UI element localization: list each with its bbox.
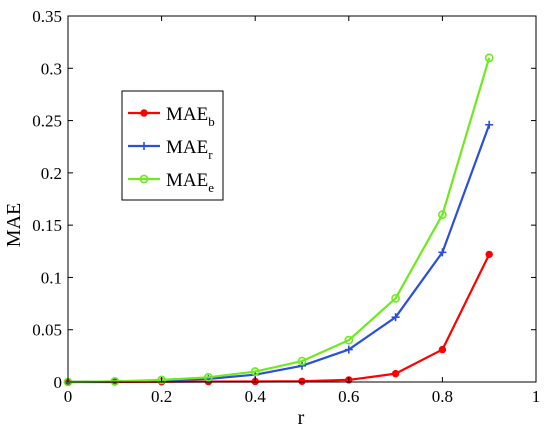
x-tick-label: 1 — [532, 387, 541, 406]
legend-swatch-marker — [140, 142, 148, 150]
y-tick-label: 0.35 — [32, 7, 62, 26]
x-tick-label: 0.4 — [245, 387, 267, 406]
ticks-layer: 0 0.2 0.4 0.6 0.8 1 0 0.05 0.1 0.15 0.2 0.25 0.3 0.35 — [32, 7, 540, 406]
data-point-r — [485, 120, 494, 129]
axes-frame — [67, 15, 537, 383]
data-point-e — [391, 293, 400, 303]
series-e — [63, 53, 494, 387]
x-axis-label: r — [298, 407, 305, 429]
data-point-b — [485, 250, 493, 259]
data-point-e — [203, 372, 213, 382]
data-point-r — [391, 313, 400, 322]
y-tick-label: 0.2 — [41, 164, 62, 183]
data-point-r — [344, 345, 353, 354]
data-point-e — [344, 335, 354, 345]
y-tick-label: 0.15 — [32, 216, 62, 235]
data-point-e — [297, 356, 307, 366]
x-tick-label: 0.2 — [151, 387, 172, 406]
data-point-e — [484, 53, 494, 63]
legend-label: MAEr — [166, 137, 213, 162]
x-tick-label: 0.6 — [338, 387, 359, 406]
legend-label-subscript: r — [208, 147, 213, 162]
legend-label-main: MAE — [166, 104, 208, 125]
data-point-e — [437, 210, 447, 220]
legend-label: MAEe — [166, 170, 214, 195]
y-tick-label: 0 — [54, 373, 63, 392]
data-point-r — [298, 361, 306, 370]
legend-swatch-marker — [139, 174, 149, 184]
axes-layer — [67, 15, 537, 383]
y-axis-label: MAE — [3, 203, 25, 247]
x-tick-label: 0.8 — [432, 387, 453, 406]
legend-item-e: MAEe — [128, 170, 214, 195]
legend-label: MAEb — [166, 104, 215, 129]
data-point-e — [110, 376, 120, 386]
y-tick-label: 0.05 — [32, 321, 62, 340]
data-point-e — [250, 367, 260, 376]
data-point-b — [391, 369, 400, 378]
legend-swatch-marker — [140, 109, 148, 117]
data-point-r — [438, 248, 447, 257]
y-tick-label: 0.3 — [41, 59, 62, 78]
legend-label-subscript: e — [208, 180, 214, 195]
data-point-e — [157, 375, 166, 385]
legend-label-main: MAE — [166, 170, 208, 191]
legend-label-subscript: b — [208, 114, 215, 129]
series-line-e — [67, 57, 491, 384]
data-point-b — [298, 377, 306, 385]
data-point-b — [438, 345, 447, 354]
legend-label-main: MAE — [166, 137, 208, 158]
y-tick-label: 0.1 — [41, 268, 62, 287]
legend-item-b: MAEb — [128, 104, 215, 129]
x-tick-label: 0 — [64, 387, 73, 406]
legend-item-r: MAEr — [128, 137, 213, 162]
y-tick-label: 0.25 — [32, 112, 62, 131]
